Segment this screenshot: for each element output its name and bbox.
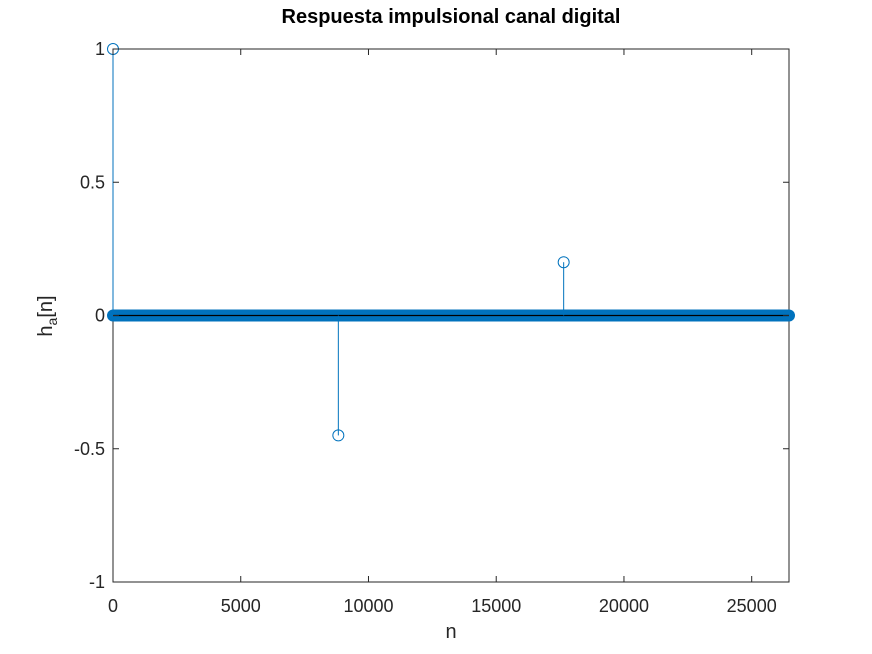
stem-marker-1 (332, 429, 345, 442)
x-axis-label: n (445, 621, 456, 643)
y-axis-label: ha[n] (35, 295, 60, 336)
y-tick-label-1: -0.5 (74, 439, 105, 459)
y-tick-label-2: 0 (95, 306, 105, 326)
axis-ticks: 0 5000 10000 15000 20000 25000 -1 -0.5 0 0.5 1 (74, 39, 789, 616)
x-tick-label-0: 0 (108, 596, 118, 616)
y-axis-label-suffix: [n] (35, 295, 57, 317)
stem-marker-2 (557, 256, 570, 269)
y-tick-label-3: 0.5 (80, 172, 105, 192)
y-tick-label-4: 1 (95, 39, 105, 59)
x-tick-label-3: 15000 (471, 596, 521, 616)
x-tick-label-4: 20000 (599, 596, 649, 616)
chart-title: Respuesta impulsional canal digital (282, 6, 621, 28)
y-axis-label-subscript: a (44, 317, 60, 325)
x-tick-label-2: 10000 (343, 596, 393, 616)
data-marks (107, 43, 795, 442)
x-tick-label-1: 5000 (221, 596, 261, 616)
x-tick-label-5: 25000 (727, 596, 777, 616)
y-tick-label-0: -1 (89, 572, 105, 592)
y-axis-label-main: h (35, 325, 57, 336)
